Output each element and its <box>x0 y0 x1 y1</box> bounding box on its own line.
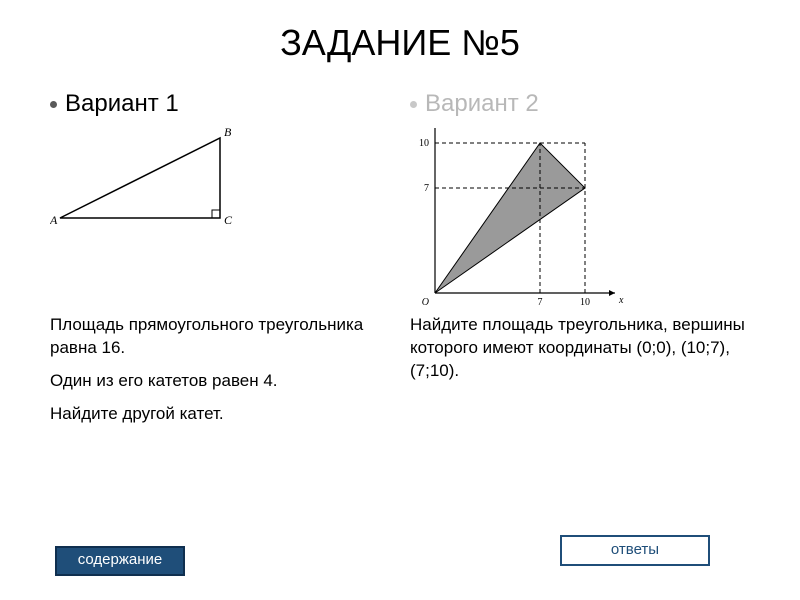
text-line: Площадь прямоугольного треугольника равн… <box>50 314 390 360</box>
text-line: Найдите другой катет. <box>50 403 390 426</box>
svg-text:O: O <box>422 297 429 308</box>
variant2-figure: 710710Oxy <box>410 128 750 308</box>
variant2-header: Вариант 2 <box>410 90 750 118</box>
variant2-text: Найдите площадь треугольника, вершины ко… <box>410 314 750 383</box>
variant1-column: Вариант 1 A B C Площадь прямоугольного тре… <box>40 72 400 436</box>
svg-text:7: 7 <box>424 183 429 194</box>
svg-text:7: 7 <box>538 297 543 308</box>
bullet-icon <box>410 101 417 108</box>
variant1-label: Вариант 1 <box>65 90 179 118</box>
right-triangle-diagram: A B C <box>50 128 270 238</box>
columns: Вариант 1 A B C Площадь прямоугольного тре… <box>0 72 800 436</box>
bullet-icon <box>50 101 57 108</box>
variant1-header: Вариант 1 <box>50 90 390 118</box>
svg-text:x: x <box>618 295 624 306</box>
svg-text:10: 10 <box>419 138 429 149</box>
variant2-label: Вариант 2 <box>425 90 539 118</box>
answers-button[interactable]: ответы <box>560 535 710 566</box>
text-line: Один из его катетов равен 4. <box>50 370 390 393</box>
svg-text:C: C <box>224 213 233 227</box>
page-title: ЗАДАНИЕ №5 <box>0 0 800 72</box>
svg-text:10: 10 <box>580 297 590 308</box>
contents-button[interactable]: содержание <box>55 546 185 576</box>
svg-text:A: A <box>50 213 58 227</box>
text-line: Найдите площадь треугольника, вершины ко… <box>410 314 750 383</box>
variant2-column: Вариант 2 710710Oxy Найдите площадь треу… <box>400 72 760 436</box>
coordinate-triangle-diagram: 710710Oxy <box>410 128 650 313</box>
svg-text:B: B <box>224 128 232 139</box>
variant1-text: Площадь прямоугольного треугольника равн… <box>50 314 390 426</box>
variant1-figure: A B C <box>50 128 390 308</box>
